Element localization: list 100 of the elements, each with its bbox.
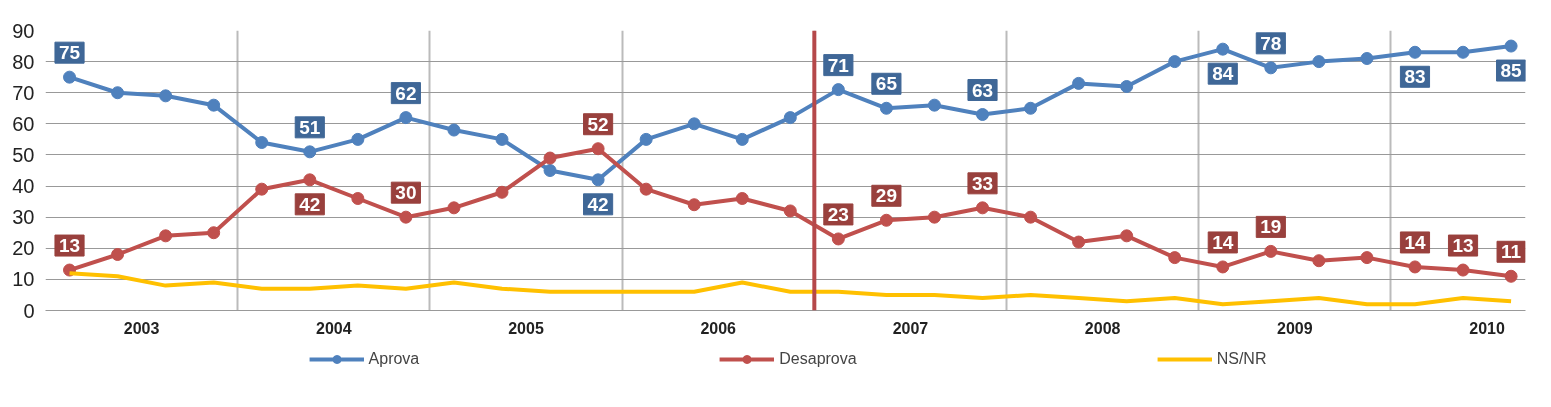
point [591, 173, 605, 187]
point [111, 86, 125, 100]
data-label: 30 [395, 182, 417, 204]
point [303, 145, 317, 159]
point [687, 117, 701, 131]
point [1456, 263, 1470, 277]
y-tick-label: 0 [23, 299, 35, 322]
data-label: 84 [1212, 63, 1234, 85]
point [879, 213, 893, 227]
data-label: 42 [587, 193, 609, 215]
legend-label: Desaprova [779, 349, 857, 368]
point [1456, 45, 1470, 59]
point [783, 111, 797, 125]
point [687, 198, 701, 212]
point [159, 89, 173, 103]
point [1072, 76, 1086, 90]
point [831, 83, 845, 97]
point [1504, 269, 1518, 283]
x-tick-label: 2006 [700, 319, 737, 337]
point [1312, 55, 1326, 69]
data-label: 63 [971, 79, 994, 101]
point [1216, 260, 1230, 274]
y-tick-label: 80 [12, 50, 35, 73]
y-tick-label: 20 [12, 237, 35, 260]
point [255, 136, 269, 149]
point [63, 70, 77, 84]
point [1216, 42, 1230, 56]
point [303, 173, 317, 187]
point [1072, 235, 1086, 249]
point [399, 210, 413, 224]
y-tick-label: 30 [12, 206, 35, 229]
point [976, 108, 990, 121]
point [447, 201, 461, 215]
point [783, 204, 797, 218]
data-label: 83 [1404, 66, 1426, 88]
point [1504, 39, 1518, 53]
point [927, 210, 941, 224]
data-label: 78 [1260, 32, 1282, 54]
y-tick-label: 60 [12, 112, 35, 135]
point [1312, 254, 1326, 268]
y-tick-label: 90 [12, 19, 35, 42]
x-tick-label: 2009 [1277, 319, 1313, 337]
point [1360, 251, 1374, 265]
point [159, 229, 173, 243]
point [879, 101, 893, 115]
point [1408, 45, 1422, 59]
y-tick-label: 40 [12, 175, 35, 198]
data-label: 85 [1500, 60, 1523, 82]
point [543, 164, 557, 177]
point [255, 182, 269, 196]
x-tick-label: 2007 [892, 319, 929, 337]
x-tick-label: 2003 [123, 319, 160, 337]
point [1360, 52, 1374, 65]
legend-label: NS/NR [1216, 349, 1267, 368]
point [543, 151, 557, 165]
x-tick-label: 2005 [508, 319, 544, 337]
point [831, 232, 845, 246]
point [639, 182, 653, 196]
point [1168, 251, 1182, 265]
x-tick-label: 2008 [1084, 319, 1121, 337]
point [735, 192, 749, 205]
data-label: 52 [587, 113, 609, 135]
point [207, 98, 221, 112]
y-tick-label: 70 [12, 81, 35, 104]
point [927, 98, 941, 112]
point [495, 185, 509, 199]
data-label: 62 [395, 82, 417, 104]
point [1264, 61, 1278, 75]
data-label: 29 [875, 185, 897, 207]
data-label: 51 [299, 116, 321, 138]
data-label: 14 [1212, 231, 1234, 253]
data-label: 19 [1260, 216, 1282, 238]
data-label: 42 [299, 193, 321, 215]
point [1024, 210, 1038, 224]
data-label: 33 [971, 172, 994, 194]
point [1264, 244, 1278, 258]
point [1120, 229, 1134, 243]
legend-label: Aprova [368, 349, 420, 368]
point [735, 132, 749, 146]
x-tick-label: 2004 [316, 319, 352, 337]
data-label: 65 [875, 73, 898, 95]
point [111, 248, 125, 261]
point [399, 111, 413, 125]
data-label: 71 [827, 54, 850, 76]
data-label: 13 [1452, 235, 1474, 257]
y-tick-label: 50 [12, 143, 35, 166]
data-label: 13 [58, 235, 81, 257]
point [976, 201, 990, 215]
point [591, 142, 605, 156]
point [207, 226, 221, 240]
point [1120, 80, 1134, 93]
point [447, 123, 461, 137]
x-tick-label: 2010 [1469, 319, 1505, 337]
data-label: 23 [827, 203, 849, 225]
point [351, 192, 365, 205]
y-tick-label: 10 [12, 268, 35, 291]
data-label: 11 [1501, 241, 1522, 263]
data-label: 75 [58, 42, 81, 64]
data-label: 14 [1404, 231, 1426, 253]
point [495, 132, 509, 146]
